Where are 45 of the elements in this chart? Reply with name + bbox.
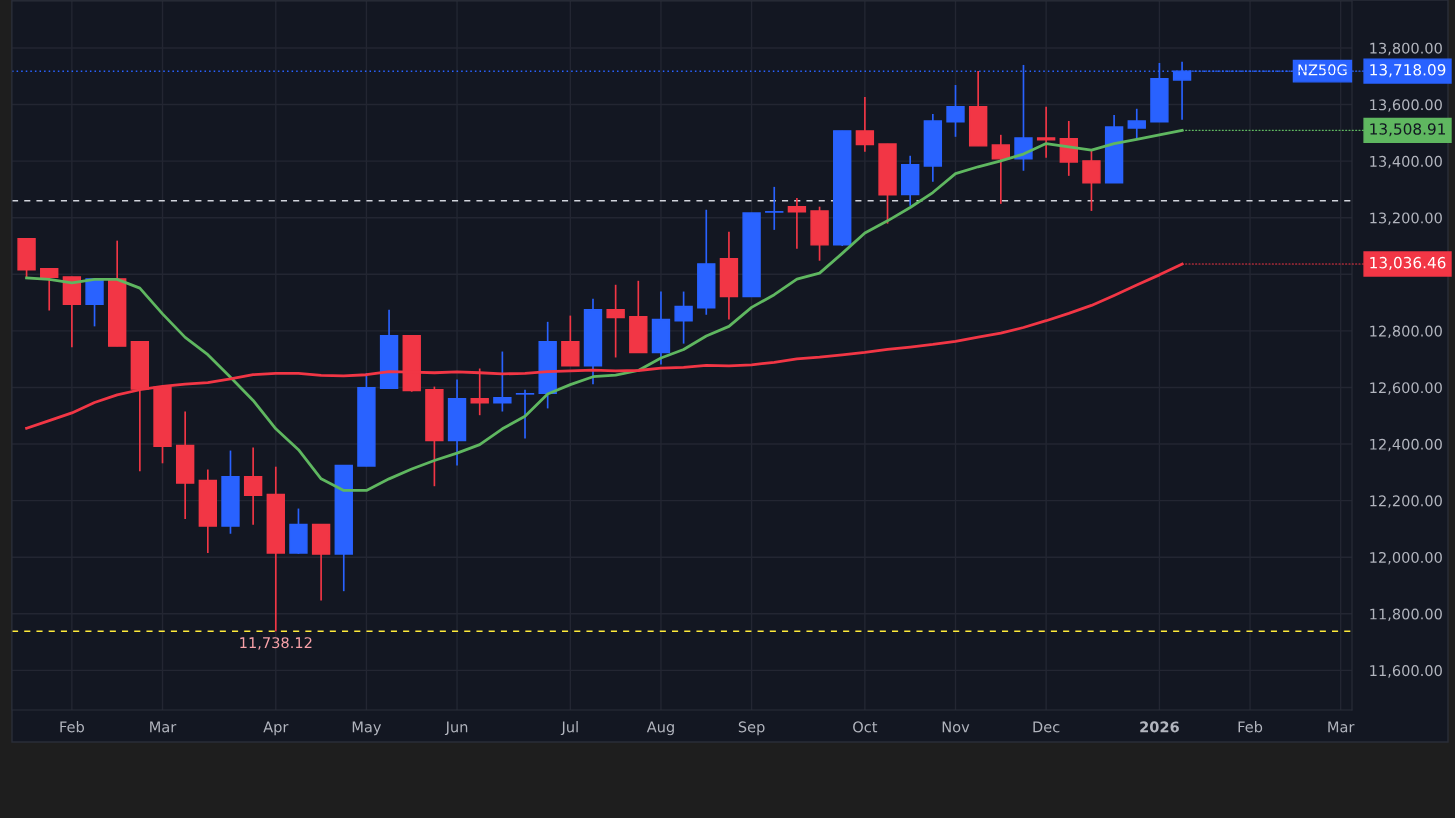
x-tick-label: Nov (942, 721, 970, 733)
x-tick-label: Feb (60, 721, 84, 733)
data-label: 13,036.46 (1370, 256, 1446, 270)
x-tick-label: Sep (738, 721, 765, 736)
candlestick (493, 350, 512, 413)
x-tick-label: Jul (560, 721, 578, 736)
x-tick-label: Aug (646, 721, 674, 736)
candlestick (1127, 107, 1146, 141)
data-label: 13,508.91 (1370, 123, 1446, 137)
x-tick-label: Mar (1328, 721, 1355, 733)
candlestick (470, 367, 489, 417)
y-tick-label: 12,200.00 (1370, 495, 1442, 508)
annotation: 13,718.09 (1370, 64, 1446, 78)
candlestick (1036, 105, 1056, 159)
y-tick-label: 11,600.00 (1370, 665, 1442, 678)
x-tick-label: Apr (263, 721, 289, 736)
y-tick-label: 12,800.00 (1370, 325, 1442, 339)
y-tick-label: 12,600.00 (1370, 382, 1442, 395)
candlestick (606, 283, 625, 359)
candlestick (40, 267, 59, 312)
y-tick-label: 13,400.00 (1370, 155, 1442, 169)
y-tick-label: 13,600.00 (1370, 99, 1442, 112)
x-tick-label: Feb (1238, 721, 1263, 733)
x-tick-label: May (352, 721, 382, 736)
annotation: 11,738.12 (240, 637, 312, 650)
candlestick (946, 84, 965, 138)
x-tick-label: 2026 (1140, 721, 1179, 733)
y-tick-label: 11,800.00 (1370, 608, 1442, 622)
candlestick (787, 197, 807, 250)
candlestick (1082, 148, 1101, 212)
x-tick-label: Mar (150, 721, 177, 733)
candlestick (243, 446, 263, 526)
y-tick-label: 12,400.00 (1370, 438, 1442, 452)
ref-line-label: NZ50G (1298, 64, 1347, 76)
candlestick (765, 186, 784, 231)
candlestick (674, 290, 693, 345)
x-tick-label: Dec (1033, 721, 1060, 733)
x-tick-label: Jun (444, 721, 468, 736)
y-tick-label: 13,800.00 (1370, 42, 1442, 56)
candlestick (515, 388, 535, 440)
y-tick-label: 13,200.00 (1370, 212, 1442, 225)
candlestick (855, 96, 875, 153)
x-tick-label: Oct (853, 721, 878, 733)
y-tick-label: 12,000.00 (1370, 551, 1442, 565)
candlestick (991, 133, 1011, 205)
